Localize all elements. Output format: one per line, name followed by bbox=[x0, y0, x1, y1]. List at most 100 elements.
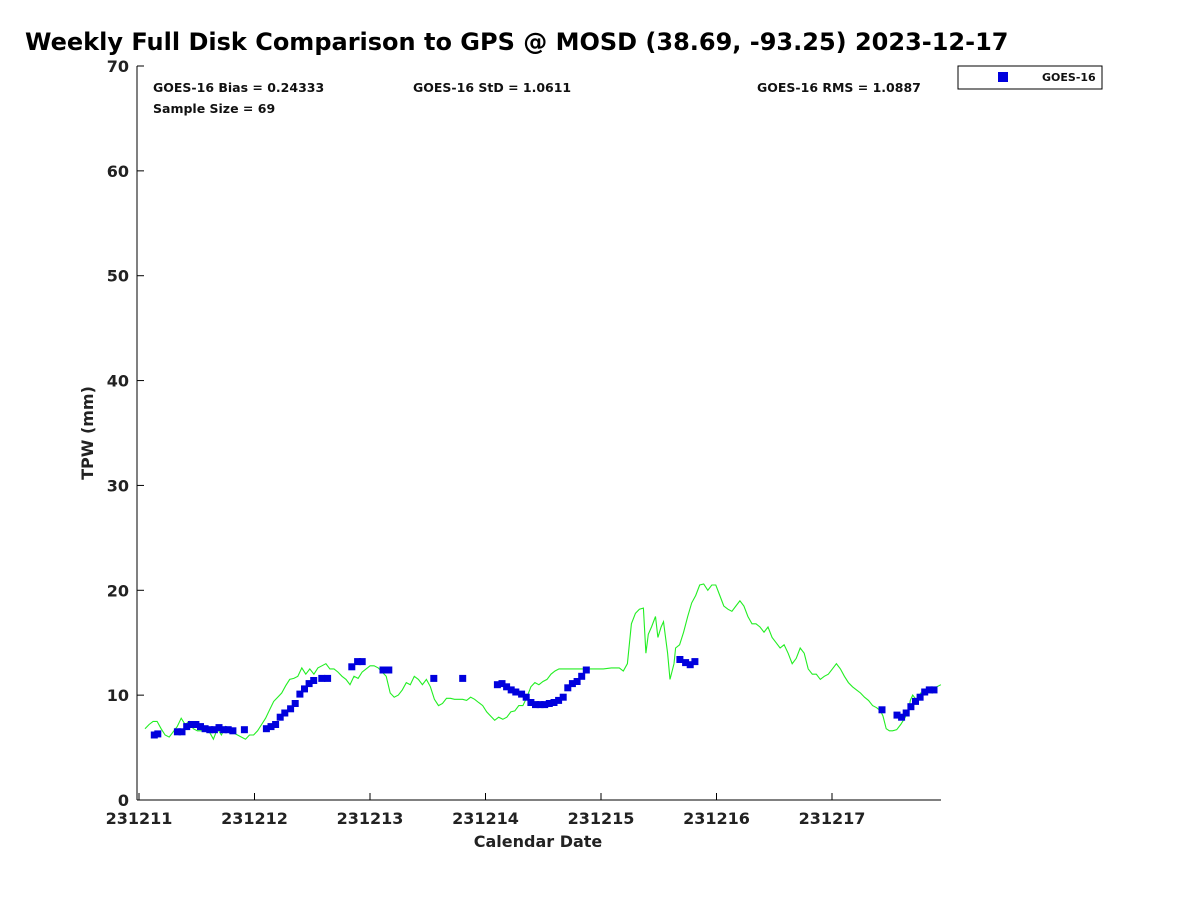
goes-data-point bbox=[459, 674, 467, 682]
legend: GOES-16 bbox=[957, 65, 1103, 90]
goes-data-point bbox=[224, 726, 232, 734]
goes-data-point bbox=[564, 684, 572, 692]
goes-data-point bbox=[559, 693, 567, 701]
y-ticks: 0 10 20 30 40 50 60 70 bbox=[107, 57, 144, 810]
y-tick-label: 10 bbox=[107, 686, 129, 705]
y-tick-label: 0 bbox=[118, 791, 129, 810]
goes-data-point bbox=[522, 693, 530, 701]
std-stat: GOES-16 StD = 1.0611 bbox=[413, 80, 571, 95]
goes-data-point bbox=[229, 727, 237, 735]
goes-data-point bbox=[555, 696, 563, 704]
x-tick-label: 231212 bbox=[221, 809, 288, 828]
goes-data-point bbox=[197, 723, 204, 731]
goes-data-point bbox=[503, 683, 511, 691]
goes-data-point bbox=[518, 690, 526, 698]
goes-data-point bbox=[907, 703, 915, 711]
y-tick-label: 50 bbox=[107, 267, 129, 286]
goes-data-point bbox=[930, 686, 938, 694]
goes-data-point bbox=[240, 726, 248, 734]
x-tick-label: 231216 bbox=[683, 809, 750, 828]
goes-data-point bbox=[178, 728, 186, 736]
goes-data-point bbox=[310, 677, 318, 684]
goes-data-point bbox=[691, 658, 699, 666]
goes-data-point bbox=[578, 672, 586, 680]
goes-data-point bbox=[187, 721, 195, 728]
goes-data-point bbox=[921, 688, 929, 696]
goes-data-point bbox=[545, 700, 553, 707]
goes-data-point bbox=[430, 674, 438, 682]
goes-data-point bbox=[291, 700, 299, 707]
goes-data-point bbox=[358, 658, 366, 666]
legend-marker bbox=[998, 72, 1008, 82]
chart-title: Weekly Full Disk Comparison to GPS @ MOS… bbox=[25, 28, 1009, 56]
goes-data-point bbox=[532, 701, 539, 709]
goes-data-point bbox=[220, 726, 228, 734]
goes-data-point bbox=[925, 686, 933, 694]
goes-data-point bbox=[379, 666, 387, 674]
goes-data-point bbox=[262, 725, 270, 733]
goes-data-point bbox=[902, 709, 910, 717]
goes-data-point bbox=[582, 666, 590, 674]
goes-data-point bbox=[573, 678, 581, 685]
y-tick-label: 70 bbox=[107, 57, 129, 76]
y-tick-label: 30 bbox=[107, 476, 129, 495]
goes-data-point bbox=[682, 659, 690, 667]
goes-data-point bbox=[498, 680, 506, 688]
y-axis-label: TPW (mm) bbox=[78, 386, 97, 480]
x-axis-label: Calendar Date bbox=[474, 832, 603, 851]
x-ticks: 231211 231212 231213 231214 231215 231216 2312… bbox=[106, 793, 866, 828]
goes-data-point bbox=[568, 680, 576, 688]
goes-data-point bbox=[272, 721, 280, 728]
x-tick-label: 231211 bbox=[106, 809, 173, 828]
goes-data-point bbox=[541, 701, 549, 709]
goes-data-point bbox=[173, 728, 181, 736]
goes-data-point bbox=[354, 658, 362, 666]
x-tick-label: 231213 bbox=[337, 809, 404, 828]
goes-data-point bbox=[512, 688, 520, 696]
y-tick-label: 20 bbox=[107, 581, 129, 600]
goes-data-point bbox=[324, 674, 332, 682]
goes-data-point bbox=[878, 706, 886, 714]
goes-data-point bbox=[893, 711, 901, 719]
goes-data-point bbox=[550, 699, 558, 706]
goes-data-point bbox=[686, 661, 694, 669]
goes-data-point bbox=[296, 690, 304, 698]
rms-stat: GOES-16 RMS = 1.0887 bbox=[757, 80, 921, 95]
goes-data-point bbox=[281, 709, 289, 717]
goes-data-point bbox=[154, 730, 162, 738]
goes-data-point bbox=[215, 724, 223, 732]
goes-data-point bbox=[206, 726, 214, 734]
goes-data-point bbox=[916, 693, 924, 701]
goes-data-point bbox=[210, 726, 218, 734]
goes-data-point bbox=[898, 713, 906, 721]
goes-data-point bbox=[676, 656, 684, 663]
goes-data-point bbox=[192, 721, 200, 728]
goes-data-point bbox=[536, 701, 544, 709]
goes-data-point bbox=[183, 723, 191, 731]
goes-data-point bbox=[527, 699, 535, 706]
legend-label: GOES-16 bbox=[1042, 71, 1096, 84]
goes-data-point bbox=[301, 685, 308, 693]
goes-data-point bbox=[348, 663, 356, 671]
goes-data-point bbox=[493, 681, 501, 689]
goes-data-point bbox=[287, 705, 295, 713]
goes-data-point bbox=[305, 680, 313, 688]
goes-data-point bbox=[201, 725, 209, 733]
y-tick-label: 60 bbox=[107, 162, 129, 181]
bias-stat: GOES-16 Bias = 0.24333 bbox=[153, 80, 324, 95]
goes-data-point bbox=[385, 666, 393, 674]
goes-data-point bbox=[507, 686, 515, 694]
sample-size-stat: Sample Size = 69 bbox=[153, 101, 275, 116]
y-tick-label: 40 bbox=[107, 372, 129, 391]
gps-series-line bbox=[144, 583, 942, 741]
x-tick-label: 231217 bbox=[799, 809, 866, 828]
goes-data-point bbox=[318, 674, 326, 682]
goes-data-point bbox=[912, 697, 919, 705]
x-tick-label: 231215 bbox=[568, 809, 635, 828]
goes-series-points bbox=[150, 656, 938, 739]
x-tick-label: 231214 bbox=[452, 809, 519, 828]
legend-box bbox=[957, 65, 1103, 90]
goes-data-point bbox=[267, 723, 275, 731]
goes-data-point bbox=[276, 713, 284, 721]
